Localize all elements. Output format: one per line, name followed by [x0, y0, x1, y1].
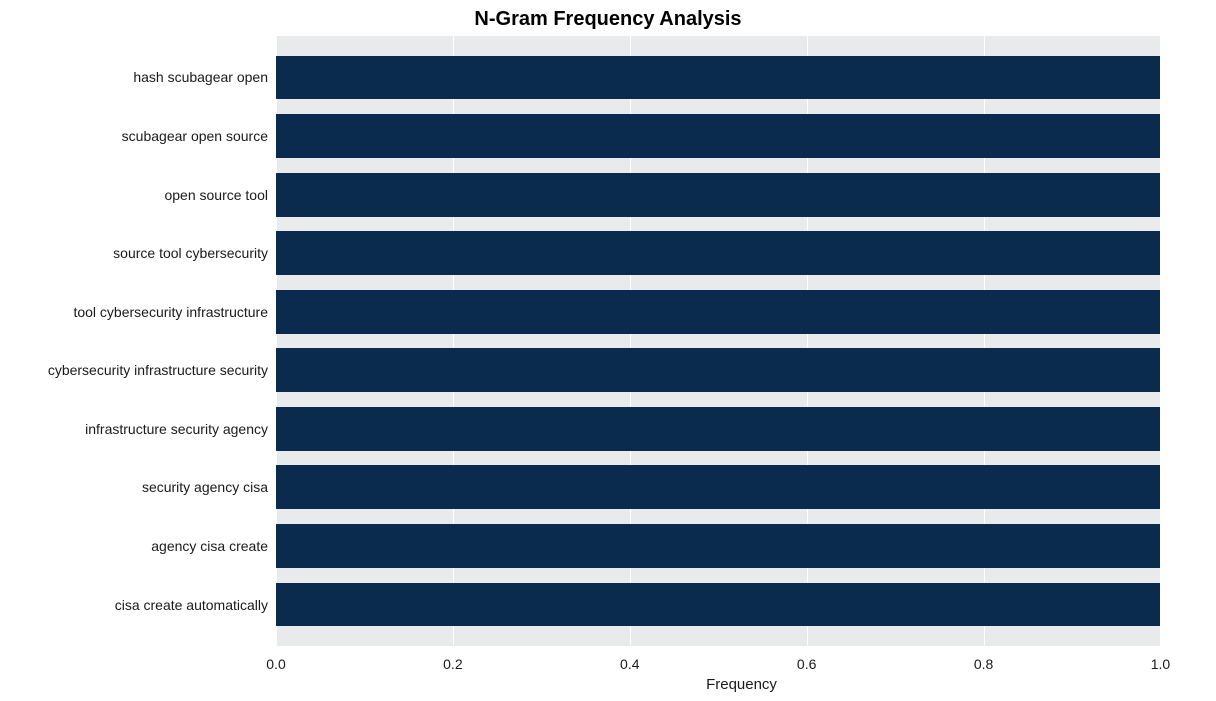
y-category-label: security agency cisa	[142, 479, 276, 495]
x-tick-label: 0.0	[266, 656, 285, 672]
y-category-label: infrastructure security agency	[85, 421, 276, 437]
x-tick-label: 0.2	[443, 656, 462, 672]
bar-slot	[276, 231, 1207, 275]
y-category-label: hash scubagear open	[133, 69, 276, 85]
bar-slot	[276, 407, 1207, 451]
x-tick-label: 0.4	[620, 656, 639, 672]
y-category-label: cisa create automatically	[115, 597, 276, 613]
bar	[276, 290, 1160, 334]
bar-slot	[276, 465, 1207, 509]
bars-layer: hash scubagear openscubagear open source…	[276, 36, 1207, 646]
ngram-frequency-chart: N-Gram Frequency Analysis hash scubagear…	[0, 0, 1216, 701]
bar	[276, 407, 1160, 451]
bar	[276, 231, 1160, 275]
x-tick-label: 0.6	[797, 656, 816, 672]
bar-slot	[276, 524, 1207, 568]
bar-slot	[276, 348, 1207, 392]
bar-slot	[276, 173, 1207, 217]
x-axis-label: Frequency	[276, 676, 1207, 693]
y-category-label: agency cisa create	[151, 538, 276, 554]
bar	[276, 524, 1160, 568]
bar	[276, 583, 1160, 627]
y-category-label: open source tool	[164, 187, 276, 203]
plot-area: hash scubagear openscubagear open source…	[276, 36, 1207, 646]
bar-slot	[276, 56, 1207, 100]
x-tick-label: 1.0	[1151, 656, 1170, 672]
bar	[276, 56, 1160, 100]
y-category-label: scubagear open source	[122, 128, 276, 144]
x-tick-label: 0.8	[974, 656, 993, 672]
bar-slot	[276, 114, 1207, 158]
y-category-label: cybersecurity infrastructure security	[48, 362, 276, 378]
chart-title: N-Gram Frequency Analysis	[0, 8, 1216, 31]
bar	[276, 173, 1160, 217]
bar-slot	[276, 290, 1207, 334]
y-category-label: tool cybersecurity infrastructure	[73, 304, 276, 320]
bar	[276, 465, 1160, 509]
bar-slot	[276, 583, 1207, 627]
bar	[276, 114, 1160, 158]
y-category-label: source tool cybersecurity	[113, 245, 276, 261]
bar	[276, 348, 1160, 392]
